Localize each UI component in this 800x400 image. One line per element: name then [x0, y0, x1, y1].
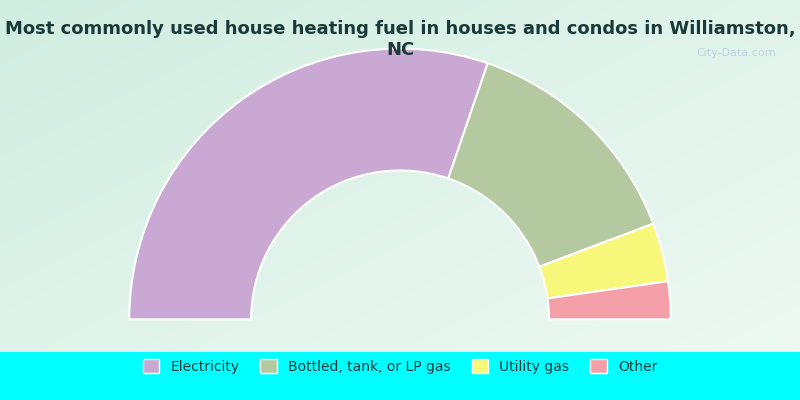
Wedge shape	[539, 224, 668, 298]
Text: City-Data.com: City-Data.com	[696, 48, 776, 58]
FancyBboxPatch shape	[0, 352, 800, 400]
Wedge shape	[130, 49, 488, 319]
Wedge shape	[547, 281, 670, 319]
Text: Most commonly used house heating fuel in houses and condos in Williamston, NC: Most commonly used house heating fuel in…	[5, 20, 795, 59]
Wedge shape	[448, 63, 654, 267]
Legend: Electricity, Bottled, tank, or LP gas, Utility gas, Other: Electricity, Bottled, tank, or LP gas, U…	[136, 353, 664, 381]
